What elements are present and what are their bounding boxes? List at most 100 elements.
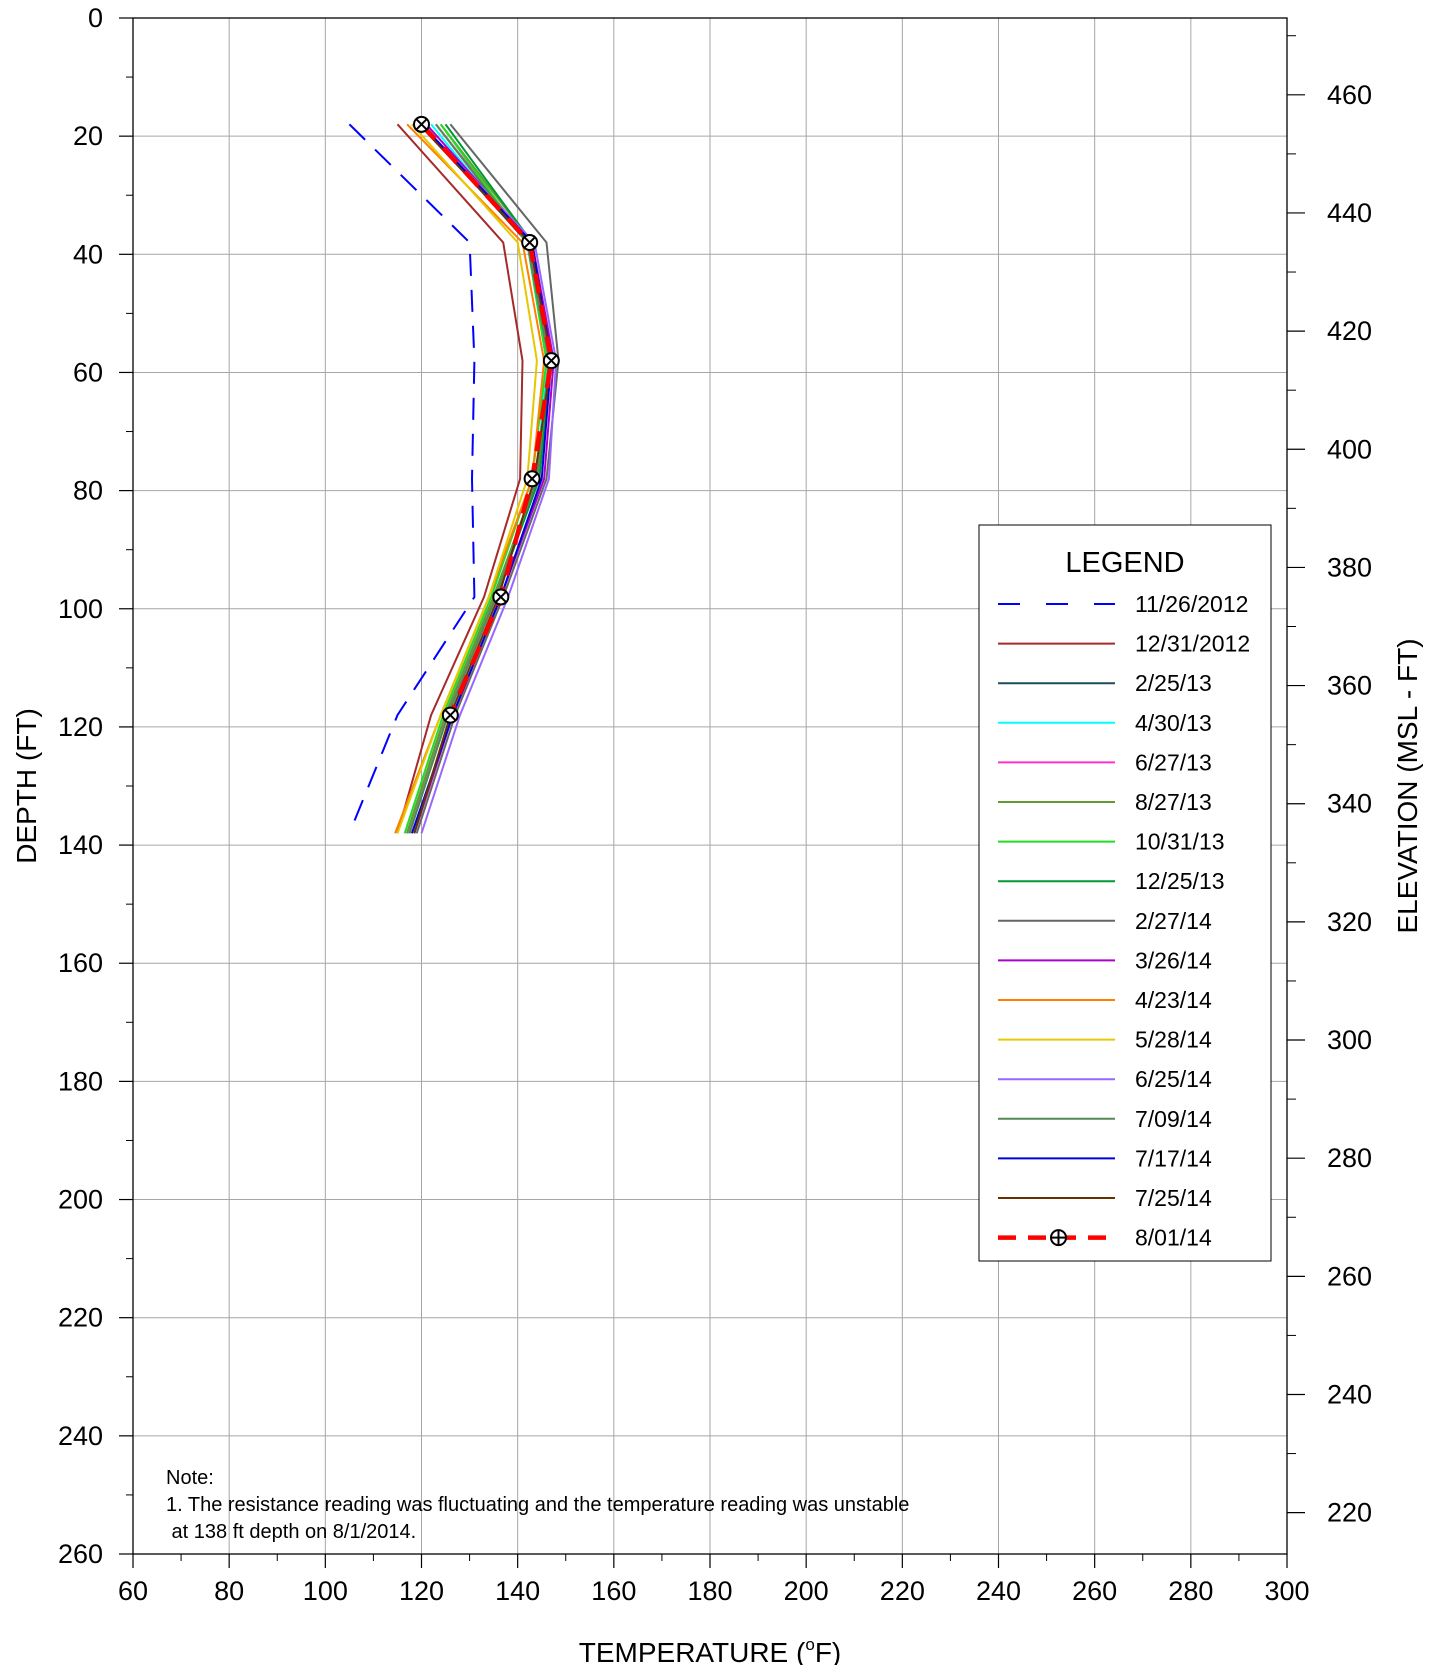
y2-tick-label: 300 — [1327, 1025, 1372, 1055]
y-tick-label: 80 — [73, 476, 103, 506]
legend-label: 8/01/14 — [1135, 1225, 1212, 1251]
legend-label: 4/23/14 — [1135, 987, 1212, 1013]
legend-item: 2/27/14 — [998, 908, 1212, 934]
legend: LEGEND 11/26/2012 12/31/2012 2/25/13 4/30/1… — [978, 524, 1272, 1262]
legend-label: 7/17/14 — [1135, 1145, 1212, 1171]
legend-items: 11/26/2012 12/31/2012 2/25/13 4/30/13 6/27/1… — [998, 591, 1250, 1251]
marker-cross — [526, 472, 539, 485]
series-markers — [413, 115, 560, 724]
note-heading: Note: — [166, 1467, 214, 1489]
y-tick-label: 180 — [58, 1066, 103, 1096]
x-tick-label: 260 — [1072, 1576, 1117, 1606]
legend-item: 5/28/14 — [998, 1027, 1212, 1053]
x-tick-label: 120 — [399, 1576, 444, 1606]
legend-label: 6/25/14 — [1135, 1066, 1212, 1092]
x-tick-label: 240 — [976, 1576, 1021, 1606]
y2-tick-label: 240 — [1327, 1379, 1372, 1409]
marker-cross — [444, 709, 457, 722]
legend-label: 7/25/14 — [1135, 1185, 1212, 1211]
x-tick-label: 180 — [687, 1576, 732, 1606]
legend-label: 12/25/13 — [1135, 868, 1225, 894]
legend-item: 4/23/14 — [998, 987, 1212, 1013]
y-tick-label: 200 — [58, 1185, 103, 1215]
legend-label: 2/25/13 — [1135, 670, 1212, 696]
x-tick-label: 220 — [880, 1576, 925, 1606]
y2-tick-label: 360 — [1327, 671, 1372, 701]
legend-item: 12/31/2012 — [998, 631, 1250, 657]
legend-label: 7/09/14 — [1135, 1106, 1212, 1132]
y-tick-label: 260 — [58, 1539, 103, 1569]
marker-cross — [545, 354, 558, 367]
note-block: Note: 1. The resistance reading was fluc… — [166, 1467, 909, 1543]
x-axis-title: TEMPERATURE (oF) — [579, 1635, 842, 1665]
legend-item: 7/09/14 — [998, 1106, 1212, 1132]
legend-item: 2/25/13 — [998, 670, 1212, 696]
legend-label: 10/31/13 — [1135, 829, 1225, 855]
x-tick-label: 140 — [495, 1576, 540, 1606]
y2-tick-label: 280 — [1327, 1143, 1372, 1173]
x-tick-label: 200 — [784, 1576, 829, 1606]
legend-label: 8/27/13 — [1135, 789, 1212, 815]
legend-item: 8/01/14 — [998, 1225, 1212, 1251]
legend-label: 3/26/14 — [1135, 947, 1212, 973]
data-point-marker — [523, 470, 541, 488]
plot-frame — [132, 17, 1288, 1555]
legend-label: 5/28/14 — [1135, 1027, 1212, 1053]
y-tick-label: 140 — [58, 830, 103, 860]
x-tick-label: 60 — [118, 1576, 148, 1606]
y2-tick-label: 420 — [1327, 316, 1372, 346]
data-point-marker — [441, 706, 459, 724]
legend-title: LEGEND — [1065, 547, 1184, 579]
data-point-marker — [413, 115, 430, 133]
legend-item: 11/26/2012 — [998, 591, 1248, 617]
legend-item: 12/25/13 — [998, 868, 1225, 894]
y2-tick-label: 260 — [1327, 1261, 1372, 1291]
legend-label: 2/27/14 — [1135, 908, 1212, 934]
y2-tick-label: 320 — [1327, 907, 1372, 937]
legend-item: 7/17/14 — [998, 1145, 1212, 1171]
y-tick-label: 120 — [58, 712, 103, 742]
x-tick-label: 80 — [214, 1576, 244, 1606]
legend-label: 4/30/13 — [1135, 710, 1212, 736]
y-tick-label: 160 — [58, 948, 103, 978]
data-point-marker — [492, 588, 510, 606]
x-tick-label: 100 — [303, 1576, 348, 1606]
y2-tick-label: 460 — [1327, 80, 1372, 110]
legend-item: 8/27/13 — [998, 789, 1212, 815]
minor-ticks — [119, 17, 1305, 1568]
x-axis-title-unit: F) — [815, 1637, 841, 1665]
marker-cross — [523, 236, 536, 249]
legend-label: 11/26/2012 — [1135, 591, 1248, 617]
note-line-1: 1. The resistance reading was fluctuatin… — [166, 1494, 909, 1516]
data-point-marker — [542, 352, 560, 370]
x-tick-label: 160 — [591, 1576, 636, 1606]
legend-item: 6/27/13 — [998, 749, 1212, 775]
legend-item: 4/30/13 — [998, 710, 1212, 736]
elevation-tick-labels: 460 440 420 400 380 360 340 320 300 280 260 240 220 — [1327, 80, 1372, 1528]
legend-item: 6/25/14 — [998, 1066, 1212, 1092]
x-tick-labels: 60 80 100 120 140 160 180 200 220 240 260 280 300 — [118, 1576, 1310, 1606]
y-tick-label: 240 — [58, 1421, 103, 1451]
note-line-2: at 138 ft depth on 8/1/2014. — [166, 1521, 416, 1543]
x-tick-label: 280 — [1168, 1576, 1213, 1606]
y-tick-label: 220 — [58, 1303, 103, 1333]
y2-tick-label: 220 — [1327, 1498, 1372, 1528]
series-line — [396, 123, 524, 834]
y-tick-label: 40 — [73, 239, 103, 269]
y2-axis-title: ELEVATION (MSL - FT) — [1392, 638, 1423, 933]
legend-item: 7/25/14 — [998, 1185, 1212, 1211]
y-tick-label: 100 — [58, 594, 103, 624]
x-axis-title-main: TEMPERATURE ( — [579, 1637, 806, 1665]
data-point-marker — [521, 233, 539, 251]
marker-cross — [415, 118, 428, 131]
y-tick-labels: 0 20 40 60 80 100 120 140 160 180 200 220 240 260 — [58, 3, 103, 1569]
legend-item: 10/31/13 — [998, 829, 1225, 855]
legend-box — [978, 524, 1272, 1262]
y2-tick-label: 380 — [1327, 552, 1372, 582]
y-tick-label: 0 — [88, 3, 103, 33]
legend-label: 12/31/2012 — [1135, 631, 1250, 657]
degree-superscript: o — [805, 1635, 814, 1654]
marker-cross — [494, 590, 507, 603]
y2-tick-label: 340 — [1327, 789, 1372, 819]
